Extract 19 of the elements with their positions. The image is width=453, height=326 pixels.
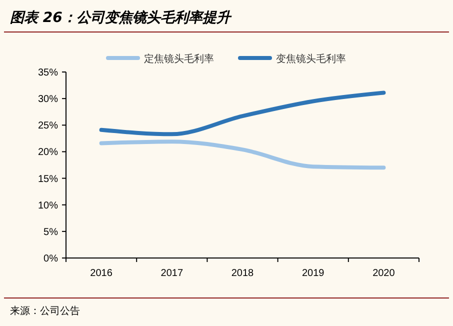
y-tick-label: 20%: [38, 147, 58, 158]
x-tick-label: 2020: [372, 268, 396, 279]
x-tick-label: 2017: [160, 268, 184, 279]
y-tick-label: 0%: [44, 254, 58, 264]
legend-label: 变焦镜头毛利率: [276, 53, 346, 65]
x-tick-label: 2016: [90, 268, 113, 279]
y-tick-label: 25%: [38, 120, 58, 132]
y-tick-label: 10%: [38, 200, 58, 212]
y-tick-label: 35%: [38, 68, 58, 78]
y-tick-label: 30%: [38, 94, 58, 106]
y-tick-label: 15%: [38, 174, 58, 185]
x-tick-label: 2019: [302, 268, 325, 279]
chart-title: 图表 26：公司变焦镜头毛利率提升: [10, 9, 232, 26]
line-series: [99, 140, 386, 170]
source-note: 来源：公司公告: [10, 305, 80, 317]
y-tick-label: 5%: [44, 226, 58, 238]
x-tick-label: 2018: [231, 268, 254, 279]
line-series: [99, 90, 386, 136]
legend-label: 定焦镜头毛利率: [144, 53, 214, 65]
